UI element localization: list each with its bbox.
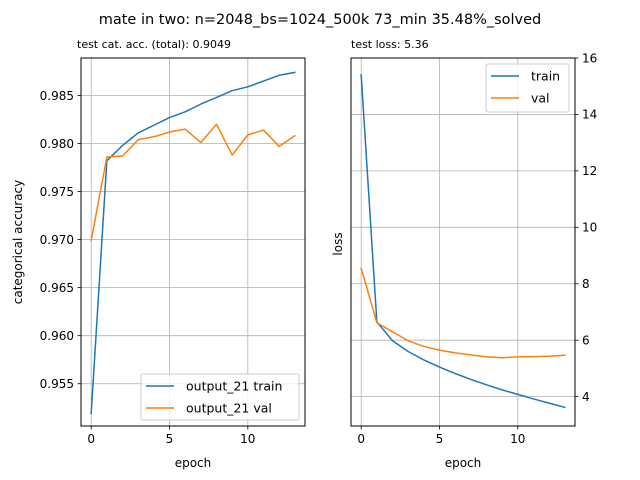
accuracy-series-val-line xyxy=(90,123,296,242)
accuracy-xtick-label: 10 xyxy=(240,432,255,446)
accuracy-ytick-label: 0.955 xyxy=(40,377,74,391)
accuracy-series xyxy=(90,71,296,415)
loss-series-train-line xyxy=(360,74,566,409)
loss-xtick-label: 5 xyxy=(436,432,444,446)
loss-ylabel: loss xyxy=(331,232,345,255)
loss-xlabel: epoch xyxy=(445,456,482,470)
accuracy-ytick-label: 0.960 xyxy=(40,329,74,343)
accuracy-legend-box xyxy=(140,373,300,421)
loss-ticks: 0 5 10 4 6 8 10 12 14 16 xyxy=(357,51,597,446)
loss-series xyxy=(360,74,566,409)
accuracy-ytick-label: 0.985 xyxy=(40,89,74,103)
loss-legend-val-label: val xyxy=(531,91,550,106)
loss-plot: test loss: 5.36 0 5 10 4 6 8 10 12 14 16 epoch lo… xyxy=(331,38,597,470)
accuracy-legend-train-label: output_21 train xyxy=(186,379,282,394)
loss-ytick-label: 8 xyxy=(582,277,590,291)
loss-plot-frame xyxy=(350,57,576,427)
loss-ytick-label: 10 xyxy=(582,221,597,235)
accuracy-xlabel: epoch xyxy=(175,456,212,470)
accuracy-xtick-label: 0 xyxy=(87,432,95,446)
accuracy-plot: test cat. acc. (total): 0.9049 0 5 10 0.955… xyxy=(11,38,306,470)
accuracy-ticks: 0 5 10 0.955 0.960 0.965 0.970 0.975 0.980 0.985 xyxy=(40,89,256,446)
accuracy-plot-frame xyxy=(80,57,306,427)
loss-legend: train val xyxy=(485,63,570,113)
accuracy-ylabel: categorical accuracy xyxy=(11,180,25,305)
accuracy-series-train-line xyxy=(90,71,296,415)
loss-plot-title: test loss: 5.36 xyxy=(351,38,429,51)
accuracy-legend: output_21 train output_21 val xyxy=(140,373,300,421)
loss-series-val-line xyxy=(360,267,566,359)
loss-legend-train-label: train xyxy=(531,69,560,84)
loss-ytick-label: 6 xyxy=(582,334,590,348)
loss-ytick-label: 4 xyxy=(582,390,590,404)
loss-ytick-label: 14 xyxy=(582,108,597,122)
accuracy-grid xyxy=(81,58,305,426)
accuracy-ytick-label: 0.965 xyxy=(40,281,74,295)
loss-xtick-label: 0 xyxy=(357,432,365,446)
accuracy-ytick-label: 0.975 xyxy=(40,185,74,199)
accuracy-ytick-label: 0.970 xyxy=(40,233,74,247)
accuracy-plot-title: test cat. acc. (total): 0.9049 xyxy=(77,38,231,51)
accuracy-ytick-label: 0.980 xyxy=(40,137,74,151)
loss-xtick-label: 10 xyxy=(510,432,525,446)
accuracy-xtick-label: 5 xyxy=(166,432,174,446)
loss-ytick-label: 16 xyxy=(582,51,597,65)
accuracy-legend-val-label: output_21 val xyxy=(186,401,272,416)
figure-suptitle: mate in two: n=2048_bs=1024_500k 73_min … xyxy=(99,12,542,28)
loss-ytick-label: 12 xyxy=(582,164,597,178)
